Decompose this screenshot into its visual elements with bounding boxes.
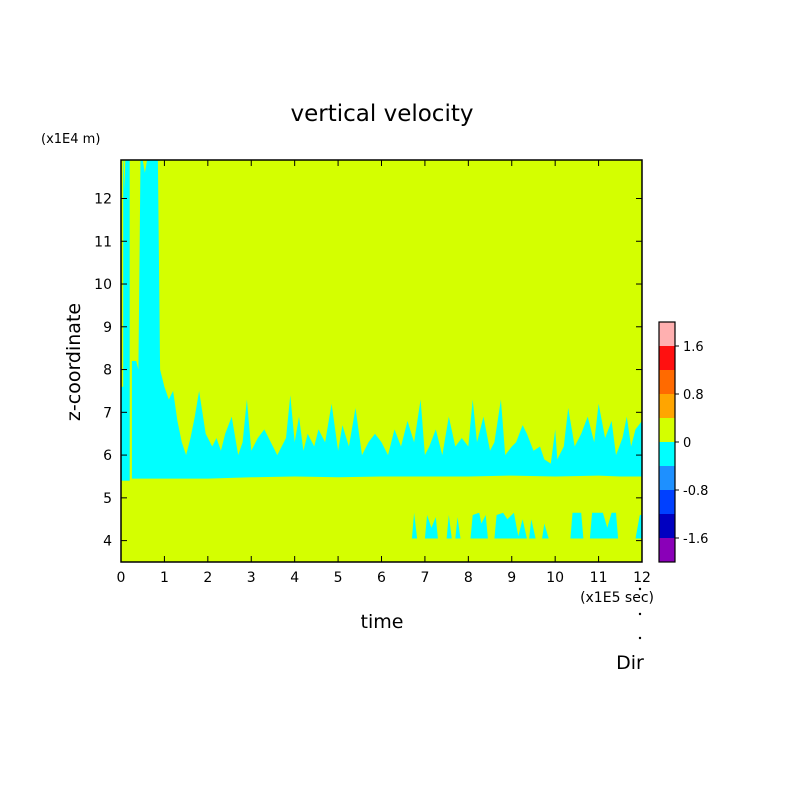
contour-region-9 xyxy=(542,523,549,539)
y-axis-unit: (x1E4 m) xyxy=(41,132,100,147)
colorbar-swatch xyxy=(659,466,675,490)
colorbar-swatch xyxy=(659,418,675,442)
y-axis-ticks: 4 5 6 7 8 9 10 11 12 xyxy=(94,191,642,550)
x-tick-label: 8 xyxy=(464,570,473,586)
y-tick-label: 5 xyxy=(103,491,112,507)
x-tick-label: 7 xyxy=(420,570,429,586)
contour-background-fill xyxy=(121,160,642,562)
contour-region-11 xyxy=(589,512,619,539)
footer-dot-1 xyxy=(638,587,642,591)
colorbar-swatch xyxy=(659,370,675,394)
colorbar-swatch xyxy=(659,514,675,538)
x-tick-label: 2 xyxy=(203,570,212,586)
x-axis-unit: (x1E5 sec) xyxy=(580,590,654,606)
colorbar-swatch xyxy=(659,442,675,466)
y-axis-label: z-coordinate xyxy=(63,303,85,421)
contour-region-5 xyxy=(455,517,461,539)
x-tick-label: 3 xyxy=(247,570,256,586)
contour-region-7 xyxy=(494,512,527,539)
colorbar-tick-label: -1.6 xyxy=(683,532,708,547)
colorbar-swatch xyxy=(659,346,675,370)
y-tick-label: 11 xyxy=(94,234,112,250)
y-tick-label: 7 xyxy=(103,405,112,421)
x-tick-label: 5 xyxy=(334,570,343,586)
chart-title: vertical velocity xyxy=(291,101,474,127)
contour-region-2 xyxy=(411,512,418,539)
contour-region-8 xyxy=(529,519,536,539)
x-tick-label: 11 xyxy=(590,570,608,586)
colorbar-swatch xyxy=(659,322,675,346)
y-tick-label: 4 xyxy=(103,534,112,550)
contour-region-3 xyxy=(424,515,438,539)
footer-label: Dir xyxy=(616,652,644,674)
y-tick-label: 6 xyxy=(103,448,112,464)
y-tick-label: 8 xyxy=(103,363,112,379)
y-tick-label: 10 xyxy=(94,277,112,293)
colorbar-swatch xyxy=(659,394,675,418)
contour-region-12 xyxy=(635,515,642,539)
x-tick-label: 0 xyxy=(117,570,126,586)
y-tick-label: 12 xyxy=(94,191,112,207)
x-axis-ticks: 0 1 2 3 4 5 6 7 8 9 10 11 12 xyxy=(117,160,651,586)
x-tick-label: 9 xyxy=(507,570,516,586)
x-tick-label: 10 xyxy=(546,570,564,586)
colorbar-swatch xyxy=(659,490,675,514)
contour-region-4 xyxy=(446,515,452,539)
x-tick-label: 12 xyxy=(633,570,651,586)
colorbar: 1.6 0.8 0 -0.8 -1.6 xyxy=(658,321,708,563)
colorbar-swatch xyxy=(659,538,675,562)
y-tick-label: 9 xyxy=(103,320,112,336)
contour-region-10 xyxy=(570,512,584,539)
x-axis-label: time xyxy=(361,611,404,633)
x-tick-label: 6 xyxy=(377,570,386,586)
x-tick-label: 1 xyxy=(160,570,169,586)
contour-regions xyxy=(121,160,642,539)
x-tick-label: 4 xyxy=(290,570,299,586)
plot-area xyxy=(120,159,643,563)
footer-dot-2 xyxy=(638,612,642,616)
colorbar-tick-label: -0.8 xyxy=(683,484,708,499)
contour-region-6 xyxy=(470,512,488,539)
contour-region-1 xyxy=(121,160,642,481)
footer-dot-3 xyxy=(638,636,642,640)
colorbar-tick-label: 1.6 xyxy=(683,340,704,355)
colorbar-tick-label: 0 xyxy=(683,436,691,451)
footer-marks xyxy=(638,587,642,640)
colorbar-tick-label: 0.8 xyxy=(683,388,704,403)
